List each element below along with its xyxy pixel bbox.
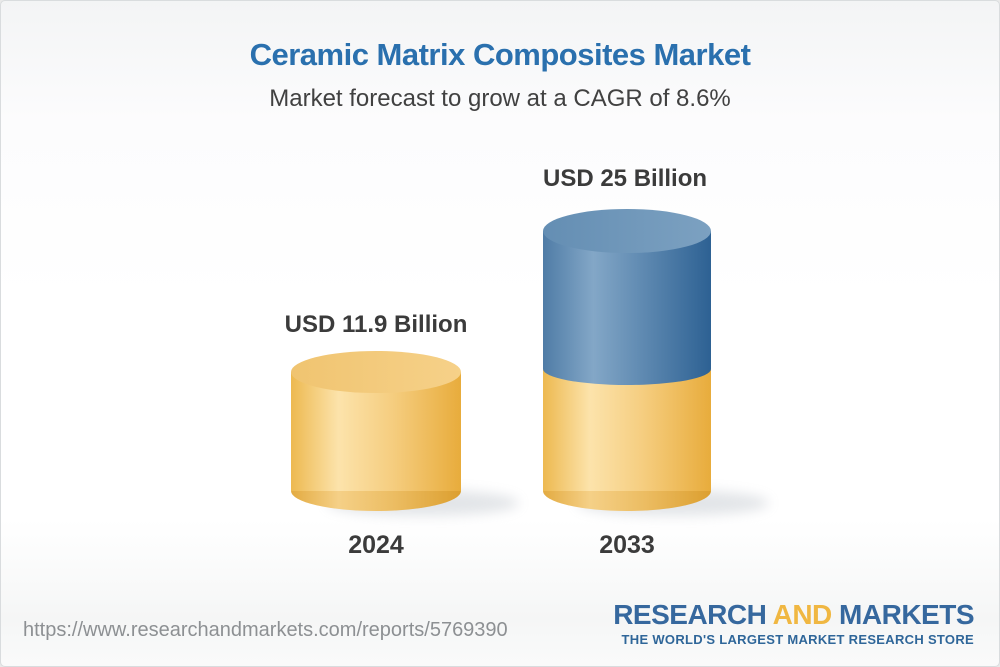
logo-tagline: THE WORLD'S LARGEST MARKET RESEARCH STOR…: [621, 632, 974, 647]
page-subtitle: Market forecast to grow at a CAGR of 8.6…: [269, 85, 731, 112]
bar-value-label-2033: USD 25 Billion: [542, 165, 708, 192]
bar-2024-top-cap: [291, 351, 461, 393]
bar-value-label-2024: USD 11.9 Billion: [284, 311, 468, 338]
logo-wordmark: RESEARCH AND MARKETS: [613, 601, 974, 629]
logo-and: AND: [772, 599, 833, 630]
bar-2033-top-cap: [543, 209, 711, 253]
axis-label-2024: 2024: [348, 531, 404, 559]
logo-research: RESEARCH: [613, 599, 767, 630]
bar-2033-base-segment-body: [543, 369, 711, 491]
page-title: Ceramic Matrix Composites Market: [249, 37, 751, 72]
logo-markets: MARKETS: [839, 599, 974, 630]
bar-2033: [543, 209, 711, 511]
report-url: https://www.researchandmarkets.com/repor…: [23, 619, 508, 641]
bar-2033-top-segment-body: [543, 231, 711, 369]
logo: RESEARCH AND MARKETS THE WORLD'S LARGEST…: [613, 601, 974, 648]
bar-2024: [291, 351, 461, 511]
axis-label-2033: 2033: [599, 531, 655, 559]
